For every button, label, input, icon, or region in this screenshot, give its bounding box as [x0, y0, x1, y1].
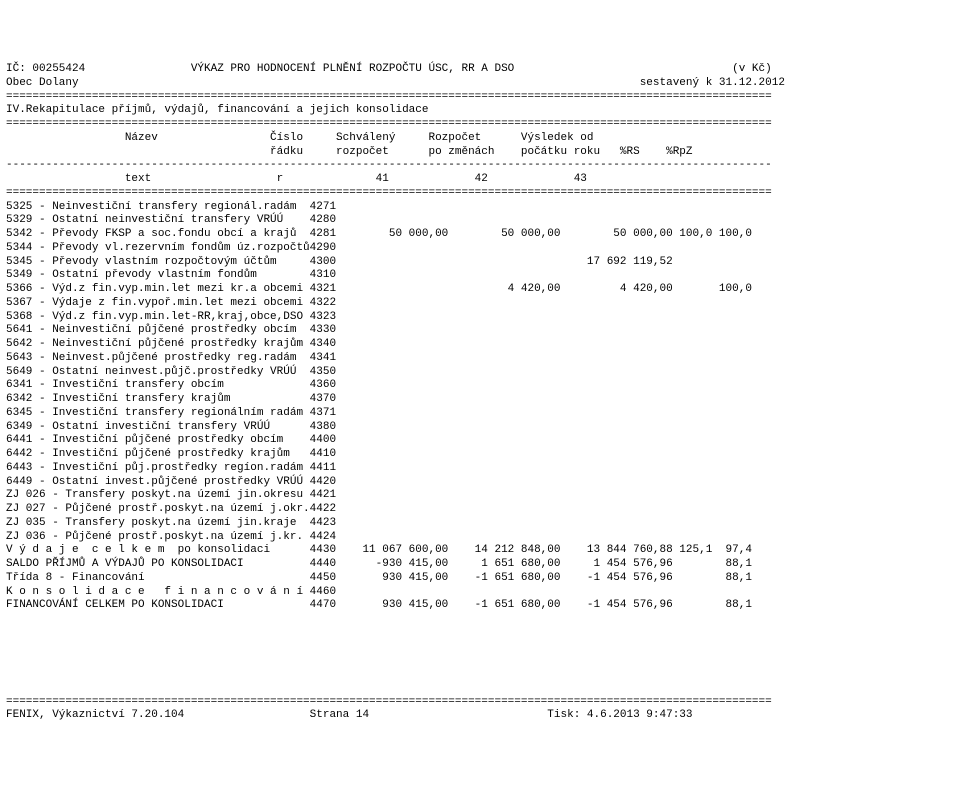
report-document: IČ: 00255424 VÝKAZ PRO HODNOCENÍ PLNĚNÍ … — [6, 63, 960, 723]
